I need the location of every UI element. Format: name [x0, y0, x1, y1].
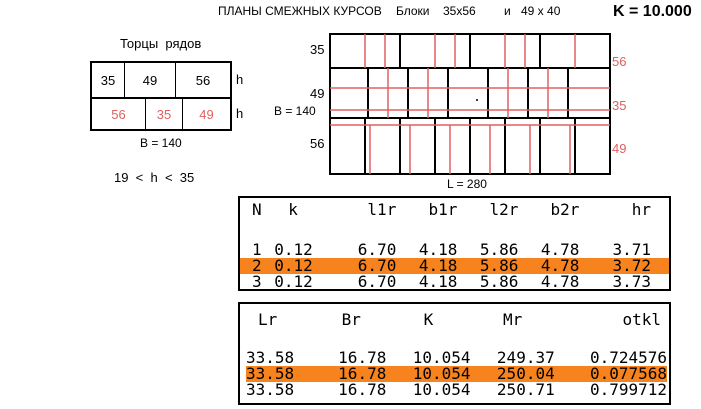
table-row: 1 0.12 6.70 4.18 5.86 4.78 3.71: [240, 242, 669, 258]
h-label: h: [236, 72, 244, 87]
table-cell: 250.71: [496, 380, 555, 399]
k-value: K = 10.000: [613, 3, 692, 20]
column-header: Lr: [258, 310, 278, 329]
end-cell: 35: [146, 99, 183, 129]
column-header: l1r: [367, 200, 397, 219]
table-cell: 3.72: [612, 256, 651, 275]
end-cell-label: 56: [111, 106, 126, 122]
table-cell: 249.37: [496, 348, 555, 367]
table-cell: 4.18: [418, 256, 458, 275]
end-cell-label: 35: [100, 72, 116, 88]
table-cell: 6.70: [357, 240, 397, 259]
end-cell: 49: [125, 63, 176, 97]
table-cell: 1: [252, 240, 262, 259]
column-header: k: [288, 200, 298, 219]
plan-left-label: 49: [310, 86, 325, 101]
end-cell: 56: [92, 99, 146, 129]
end-cell-label: 35: [156, 106, 172, 122]
plan-left-label: 35: [310, 42, 325, 57]
table-cell: 33.58: [246, 364, 295, 383]
end-cell-label: 49: [199, 106, 214, 122]
table-cell: 4.18: [418, 240, 458, 259]
plan-right-label: 49: [612, 141, 627, 156]
table-cell: 6.70: [357, 272, 397, 291]
blocks-label: Блоки: [396, 4, 430, 18]
results-table-1: N k l1r b1r l2r b2r hr 1 0.12 6.70 4.18 …: [238, 196, 671, 291]
table-cell: 4.78: [540, 272, 580, 291]
plan-drawing: [329, 33, 611, 175]
table-cell: 250.04: [496, 364, 555, 383]
table-cell: 5.86: [479, 256, 519, 275]
column-header: N: [252, 200, 262, 219]
page-title: ПЛАНЫ СМЕЖНЫХ КУРСОВ: [218, 4, 382, 18]
ends-diagram: 35 49 56 56 35 49: [90, 61, 232, 131]
row-divider: [92, 97, 230, 99]
table-cell: 0.12: [274, 240, 313, 259]
table-cell: 10.054: [412, 380, 471, 399]
table-cell: 4.78: [540, 240, 580, 259]
block1-size: 35x56: [443, 4, 476, 18]
plan-width-label: B = 140: [274, 104, 316, 118]
ends-title: Торцы рядов: [120, 36, 202, 51]
plan-length-label: L = 280: [447, 177, 487, 191]
table-cell: 3: [252, 272, 262, 291]
h-range: 19 < h < 35: [114, 170, 195, 185]
h-label: h: [236, 106, 244, 121]
column-header: l2r: [489, 200, 519, 219]
column-header: K: [423, 310, 434, 329]
table-cell: 5.86: [479, 240, 519, 259]
table-cell: 33.58: [246, 348, 295, 367]
table-cell: 3.73: [612, 272, 651, 291]
table-cell: 6.70: [357, 256, 397, 275]
column-header: b2r: [550, 200, 580, 219]
table-cell: 0.12: [274, 272, 313, 291]
end-cell: 35: [92, 63, 125, 97]
end-cell: 56: [176, 63, 230, 97]
end-cell-label: 49: [142, 72, 158, 88]
table-header-row: Lr Br K Mr otkl: [246, 312, 667, 328]
plan-left-label: 56: [310, 136, 325, 151]
table-cell: 0.077568: [589, 364, 667, 383]
table-header-row: N k l1r b1r l2r b2r hr: [240, 202, 669, 218]
end-cell: 49: [183, 99, 230, 129]
table-cell: 16.78: [338, 348, 387, 367]
column-header: Mr: [502, 310, 523, 329]
table-cell: 3.71: [612, 240, 651, 259]
table-row: 33.58 16.78 10.054 250.71 0.799712: [246, 382, 667, 398]
table-cell: 4.18: [418, 272, 458, 291]
table-cell: 2: [252, 256, 262, 275]
results-table-2: Lr Br K Mr otkl 33.58 16.78 10.054 249.3…: [238, 302, 671, 405]
block2-size: 49 x 40: [521, 4, 561, 18]
width-label: B = 140: [140, 136, 182, 150]
table-cell: 16.78: [338, 364, 387, 383]
column-header: Br: [341, 310, 361, 329]
table-cell: 0.12: [274, 256, 313, 275]
column-header: hr: [631, 200, 651, 219]
table-row: 33.58 16.78 10.054 249.37 0.724576: [246, 350, 667, 366]
table-cell: 10.054: [412, 364, 471, 383]
table-cell: 0.799712: [589, 380, 667, 399]
table-cell: 16.78: [338, 380, 387, 399]
table-cell: 5.86: [479, 272, 519, 291]
table-row-highlighted: 33.58 16.78 10.054 250.04 0.077568: [246, 366, 667, 382]
plan-right-label: 56: [612, 54, 627, 69]
table-row: 3 0.12 6.70 4.18 5.86 4.78 3.73: [240, 274, 669, 290]
table-cell: 33.58: [246, 380, 295, 399]
table-cell: 0.724576: [589, 348, 667, 367]
table-cell: 10.054: [412, 348, 471, 367]
table-row-highlighted: 2 0.12 6.70 4.18 5.86 4.78 3.72: [240, 258, 669, 274]
end-cell-label: 56: [195, 72, 211, 88]
column-header: b1r: [428, 200, 458, 219]
and-label: и: [504, 4, 511, 18]
table-cell: 4.78: [540, 256, 580, 275]
column-header: otkl: [622, 310, 661, 329]
plan-right-label: 35: [612, 98, 627, 113]
